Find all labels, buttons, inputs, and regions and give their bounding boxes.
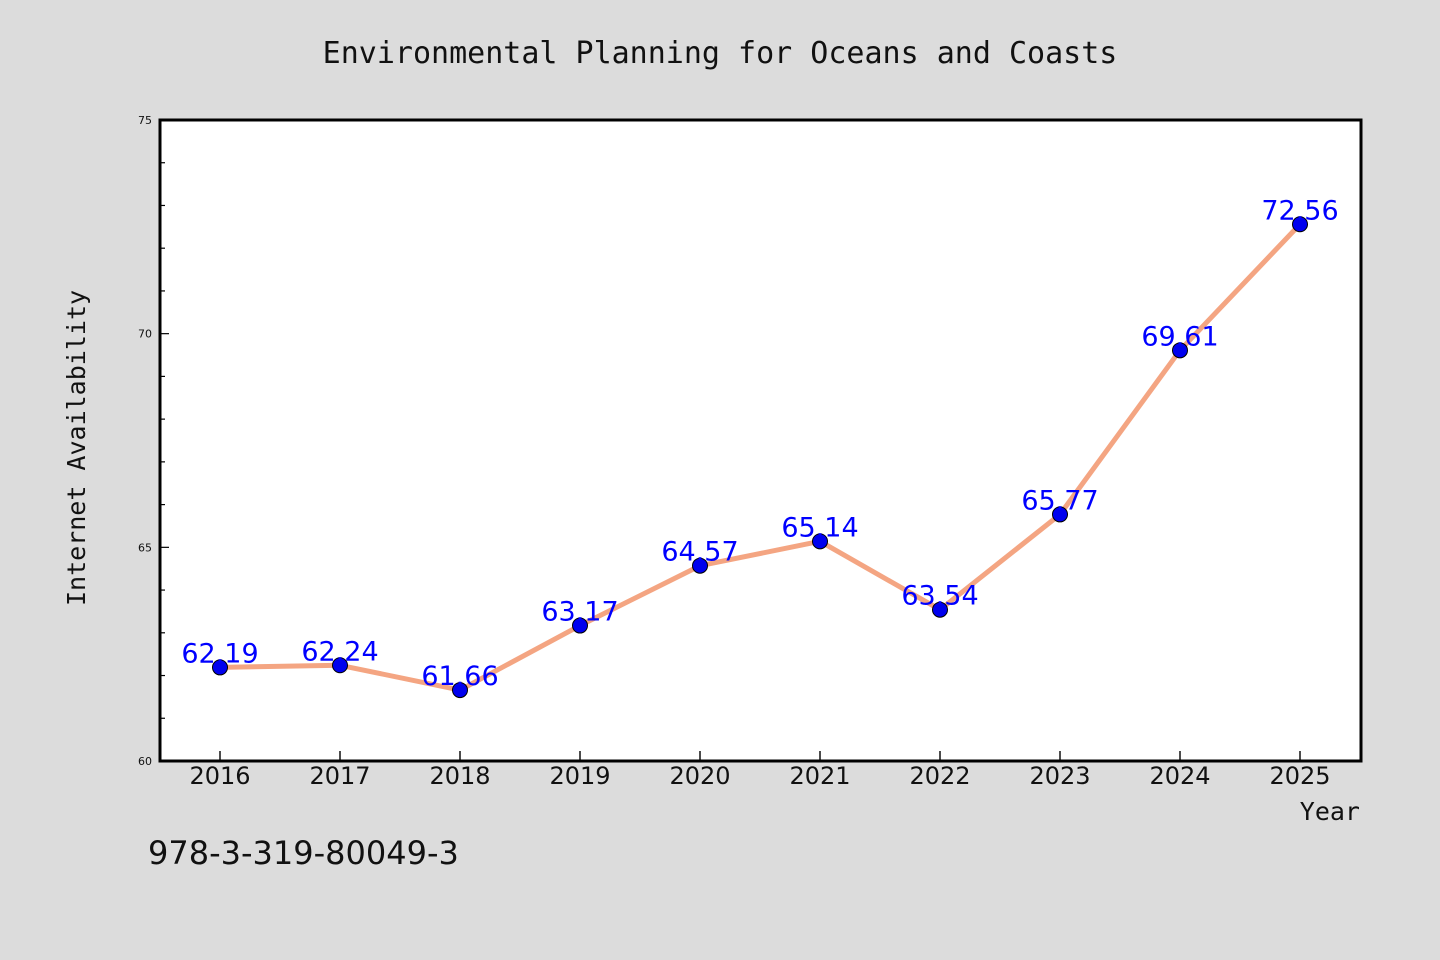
series-line xyxy=(217,221,1303,693)
x-tick-label: 2017 xyxy=(309,762,370,790)
x-axis-label: Year xyxy=(1300,797,1360,826)
data-point xyxy=(1172,342,1188,359)
data-label: 62.19 xyxy=(181,638,258,669)
series-line-group: 62.19 62.24 61.66 63.17 64.57 65.14 63.54 65.77… xyxy=(181,195,1339,699)
data-point xyxy=(1052,506,1068,523)
data-label: 63.54 xyxy=(901,581,978,612)
data-point xyxy=(452,682,468,699)
chart-title: Environmental Planning for Oceans and Co… xyxy=(323,36,1118,71)
data-label: 63.17 xyxy=(541,597,618,628)
isbn-label: 978-3-319-80049-3 xyxy=(148,834,459,872)
data-point xyxy=(212,659,228,676)
y-tick-label: 75 xyxy=(138,114,152,127)
x-tick-label: 2020 xyxy=(669,762,730,790)
data-label: 61.66 xyxy=(421,661,498,692)
data-label: 62.24 xyxy=(301,636,378,667)
y-tick-label: 65 xyxy=(138,541,152,554)
data-label: 72.56 xyxy=(1261,195,1338,226)
x-tick-label: 2023 xyxy=(1029,762,1090,790)
x-tick-label: 2025 xyxy=(1269,762,1330,790)
x-tick-label: 2024 xyxy=(1149,762,1210,790)
x-tick-label: 2018 xyxy=(429,762,490,790)
plot-area xyxy=(158,118,1363,763)
y-tick-label: 70 xyxy=(138,328,152,341)
x-axis: 2016 2017 2018 2019 2020 2021 2022 2023 2024 2025 xyxy=(189,751,1331,790)
data-label: 65.14 xyxy=(781,512,858,543)
y-tick-label: 60 xyxy=(138,755,152,768)
x-tick-label: 2021 xyxy=(789,762,850,790)
data-point xyxy=(1292,216,1308,233)
x-tick-label: 2019 xyxy=(549,762,610,790)
data-point xyxy=(812,533,828,550)
x-tick-label: 2022 xyxy=(909,762,970,790)
data-point xyxy=(692,557,708,574)
data-label: 69.61 xyxy=(1141,321,1218,352)
data-point xyxy=(332,657,348,674)
y-axis: 60 65 70 75 xyxy=(138,114,169,768)
data-label: 65.77 xyxy=(1021,485,1098,516)
x-tick-label: 2016 xyxy=(189,762,250,790)
y-axis-label: Internet Availability xyxy=(62,290,91,606)
data-point xyxy=(572,617,588,634)
data-label: 64.57 xyxy=(661,537,738,568)
data-point xyxy=(932,601,948,618)
